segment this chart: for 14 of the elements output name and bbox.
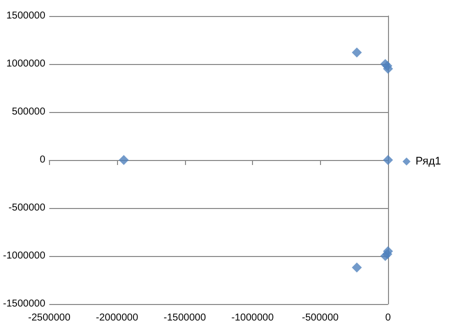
y-tick-label: 500000 xyxy=(12,106,46,118)
y-tick-label: -500000 xyxy=(8,202,46,214)
x-tick-label: -1500000 xyxy=(164,312,206,323)
y-tick-label: 1500000 xyxy=(6,10,46,22)
x-tick-label: -2000000 xyxy=(96,312,139,323)
x-tick-label: -500000 xyxy=(302,312,340,323)
y-tick-label: -1000000 xyxy=(2,250,46,262)
x-tick-label: 0 xyxy=(385,312,392,323)
legend-label: Ряд1 xyxy=(416,156,442,168)
x-tick-label: -2500000 xyxy=(28,312,71,323)
y-tick-label: -1500000 xyxy=(2,298,46,310)
y-tick-label: 1000000 xyxy=(6,58,46,70)
x-tick-label: -1000000 xyxy=(231,312,274,323)
y-tick-label: 0 xyxy=(40,154,46,166)
